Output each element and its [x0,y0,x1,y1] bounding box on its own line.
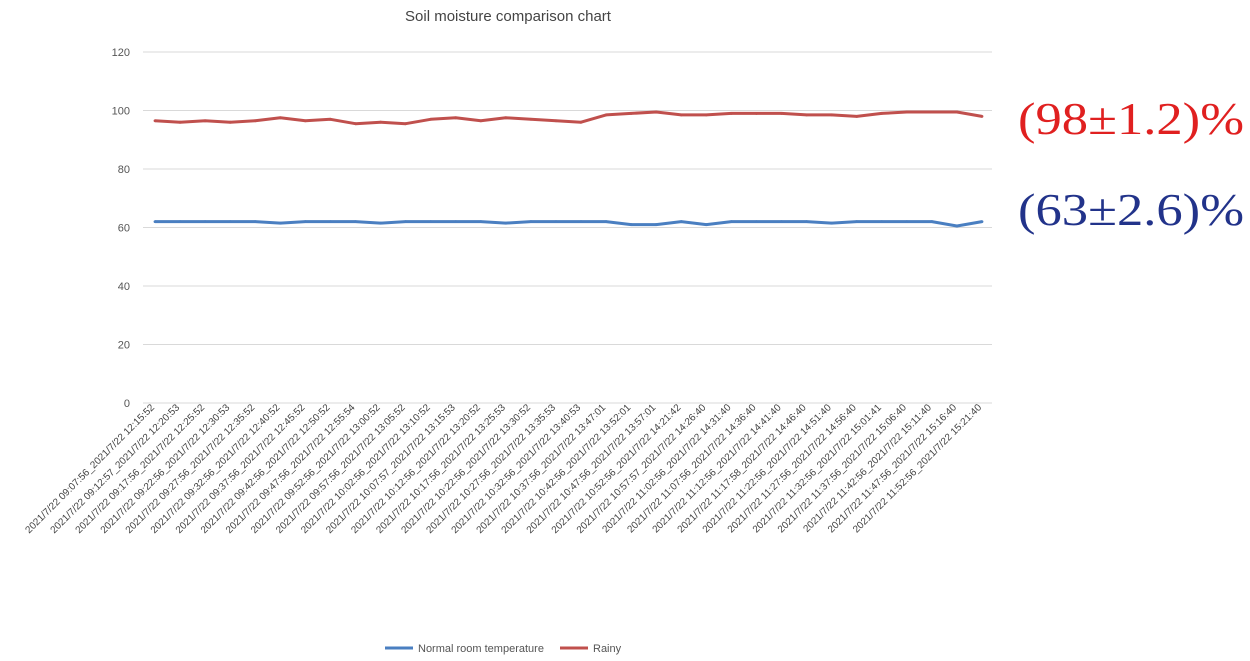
data-point [454,116,458,120]
data-point [529,220,533,224]
data-point [755,112,758,115]
legend-label-1: Rainy [593,643,622,655]
data-point [529,117,533,121]
data-point [729,112,733,115]
data-point [654,223,658,226]
data-point [855,114,859,118]
data-point [429,117,433,121]
data-point [404,122,408,126]
data-point [479,220,483,224]
annotations: (98±1.2)% (63±2.6)% [1018,93,1244,235]
data-point [554,119,558,123]
data-point [278,116,282,120]
y-tick-label: 80 [118,164,130,176]
data-point [629,223,633,226]
data-point [805,113,808,117]
data-point [729,220,733,224]
data-point [930,110,934,114]
y-tick-label: 100 [112,106,130,118]
data-point [479,119,483,123]
data-point [880,220,884,224]
y-axis-ticks: 0 20 40 60 80 100 120 [112,47,130,410]
data-point [178,120,182,124]
data-point [329,117,332,121]
data-point [980,220,984,224]
series-line-1 [154,110,983,126]
data-point [880,112,884,115]
data-point [153,119,157,123]
data-point [629,112,633,115]
data-point [704,113,708,117]
data-point [780,112,783,115]
data-point [955,110,959,114]
data-point [780,220,783,224]
chart-title: Soil moisture comparison chart [405,8,612,25]
data-point [755,220,758,224]
series-line-0 [155,220,983,228]
data-point [579,120,583,124]
data-point [354,122,357,126]
data-point [228,120,232,124]
data-point [278,221,282,225]
data-point [228,220,232,224]
data-point [178,220,182,224]
data-point [504,116,508,120]
data-point [253,119,257,123]
data-point [504,221,508,225]
data-point [303,220,307,224]
data-point [329,220,332,224]
data-point [905,110,909,114]
legend-label-0: Normal room temperature [418,643,544,655]
gridlines [143,51,992,404]
data-point [454,220,458,224]
data-point [679,220,683,224]
annotation-label-0: (98±1.2)% [1018,93,1244,144]
data-point [604,220,608,224]
data-point [303,119,307,123]
y-tick-label: 20 [118,340,130,352]
data-point [805,220,808,224]
data-point [379,120,382,124]
data-point [153,220,157,224]
series-lines [153,110,984,228]
y-tick-label: 0 [124,398,130,410]
data-point [679,113,683,117]
data-point [654,110,658,114]
data-point [955,224,959,228]
annotation-label-1: (63±2.6)% [1018,184,1244,235]
data-point [980,114,984,118]
data-point [855,220,859,224]
data-point [253,220,257,224]
data-point [203,220,207,224]
data-point [203,119,207,123]
data-point [830,221,834,225]
y-tick-label: 40 [118,281,130,293]
data-point [704,223,708,226]
data-point [930,220,934,224]
data-point [379,221,382,225]
data-point [579,220,583,224]
data-point [404,220,408,224]
data-point [905,220,909,224]
data-point [604,113,608,117]
data-point [554,220,558,224]
y-tick-label: 120 [112,47,130,59]
data-point [429,220,433,224]
data-point [354,220,357,224]
y-tick-label: 60 [118,223,130,235]
data-point [830,113,834,117]
x-axis-ticks: 2021/7/22 09:07:56_2021/7/22 12:15:52202… [24,402,985,536]
legend: Normal room temperature Rainy [385,643,622,655]
